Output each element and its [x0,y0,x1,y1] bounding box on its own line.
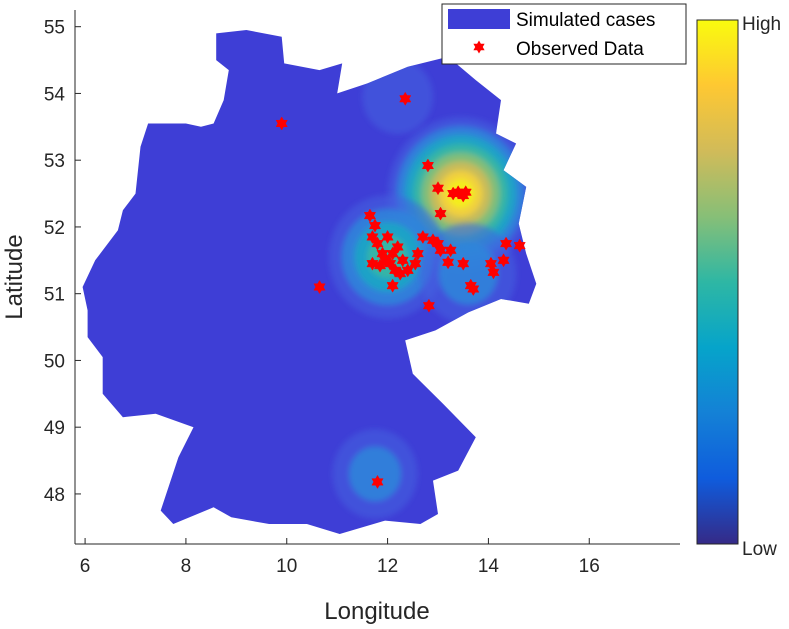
hotspot [332,429,418,519]
y-tick-label: 53 [44,151,65,172]
observed-data-point [363,208,377,223]
observed-data-point [422,298,435,313]
legend-marker-observed [473,40,485,54]
x-tick-label: 8 [181,556,192,577]
observed-data-point [373,258,387,273]
observed-data-point [368,218,382,233]
observed-data-point [399,91,412,106]
x-axis: 6 8 10 12 14 16 Longitude [75,538,680,625]
y-tick-label: 50 [44,351,65,372]
observed-data-point [457,256,470,271]
y-tick-label: 48 [44,485,65,506]
observed-data-point [431,181,445,196]
x-tick-label: 12 [377,556,398,577]
observed-data-point [513,238,526,253]
x-tick-label: 16 [579,556,600,577]
observed-data-point [313,280,326,295]
observed-data-point [459,185,472,200]
y-tick-label: 49 [44,418,65,439]
observed-data-point [411,246,424,261]
hotspot-ring [348,446,402,502]
observed-data-point [444,243,457,258]
legend: Simulated cases Observed Data [441,3,687,65]
observed-data-point [467,282,480,297]
observed-data-point [421,158,434,173]
y-tick-label: 52 [44,218,65,239]
x-tick-label: 10 [276,556,297,577]
observed-data-point [396,253,409,268]
colorbar-low-label: Low [742,539,777,560]
observed-points-layer [275,91,526,489]
observed-data-point [409,256,422,271]
legend-star-marker [473,40,485,54]
observed-data-point [499,236,513,251]
observed-data-point [391,239,404,254]
observed-data-point [487,265,500,280]
colorbar-gradient [696,19,739,545]
x-tick-label: 6 [80,556,91,577]
observed-data-point [442,255,455,270]
legend-patch-simulated [448,9,510,29]
observed-data-point [275,116,288,131]
legend-label-simulated: Simulated cases [516,10,655,31]
observed-data-point [497,253,510,268]
y-axis-title: Latitude [1,234,28,319]
colorbar-high-label: High [742,14,781,35]
y-tick-label: 55 [44,18,65,39]
hotspot-ring [438,242,498,305]
x-tick-label: 14 [478,556,500,577]
observed-data-point [416,229,429,244]
y-tick-label: 54 [44,84,66,105]
observed-data-point [394,266,407,281]
observed-data-point [434,206,447,221]
observed-data-point [386,278,399,293]
y-tick-label: 51 [44,285,65,306]
x-axis-title: Longitude [324,598,429,625]
y-axis: 48 49 50 51 52 53 54 55 Latitude [1,10,81,544]
observed-data-point [381,229,394,244]
legend-label-observed: Observed Data [516,39,644,60]
observed-data-point [371,474,384,489]
colorbar: High Low [696,14,781,560]
